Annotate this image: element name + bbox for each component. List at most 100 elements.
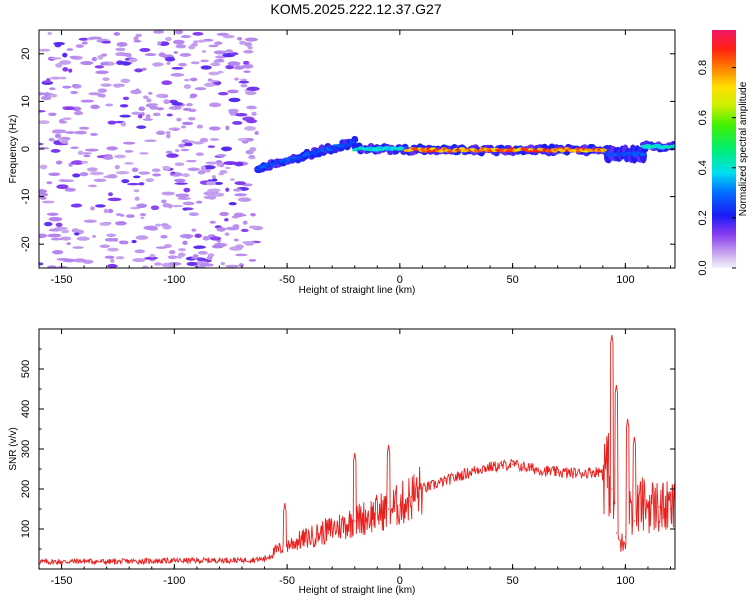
noise-blob: [133, 189, 140, 193]
noise-blob: [128, 58, 138, 63]
noise-blob: [179, 233, 194, 239]
noise-blob: [210, 62, 221, 67]
noise-blob: [95, 204, 106, 208]
noise-blob: [203, 191, 217, 196]
noise-blob: [113, 32, 121, 36]
noise-blob: [197, 39, 206, 43]
noise-blob: [119, 114, 131, 118]
noise-blob: [48, 172, 61, 177]
noise-blob: [165, 131, 171, 135]
noise-blob: [206, 255, 213, 261]
noise-blob: [242, 60, 250, 65]
noise-blob: [163, 165, 171, 171]
noise-blob: [225, 65, 234, 70]
noise-blob: [55, 63, 63, 68]
noise-blob: [207, 145, 216, 149]
noise-blob: [244, 37, 258, 42]
noise-blob: [39, 142, 44, 146]
noise-blob: [145, 178, 155, 183]
noise-blob: [248, 258, 257, 262]
noise-blob: [193, 245, 206, 249]
noise-blob: [156, 130, 166, 136]
noise-blob: [119, 104, 129, 108]
spectrogram-content: [39, 30, 675, 268]
noise-blob: [122, 141, 136, 145]
noise-blob: [244, 126, 257, 131]
noise-blob: [228, 97, 241, 103]
noise-blob: [74, 130, 87, 135]
noise-blob: [214, 58, 225, 63]
ridge-core: [655, 144, 662, 147]
noise-blob: [194, 233, 202, 239]
noise-blob: [174, 162, 185, 166]
y-tick-label: 300: [20, 440, 32, 458]
noise-blob: [188, 212, 200, 217]
noise-blob: [43, 221, 53, 227]
noise-blob: [107, 174, 118, 179]
noise-blob: [75, 44, 84, 48]
noise-blob: [182, 201, 195, 206]
noise-blob: [192, 141, 204, 145]
noise-blob: [70, 146, 79, 150]
noise-blob: [152, 112, 161, 117]
noise-blob: [186, 261, 198, 267]
snr-point: [331, 528, 333, 530]
noise-blob: [225, 187, 230, 192]
noise-blob: [239, 78, 248, 82]
colorbar-tick-label: 0.4: [697, 160, 709, 175]
spectrogram-segment: [39, 30, 264, 268]
noise-blob: [112, 237, 119, 242]
snr-point: [433, 484, 435, 486]
y-tick-label: 500: [20, 360, 32, 378]
snr-series-line: [39, 334, 675, 566]
noise-blob: [106, 146, 118, 151]
noise-blob: [232, 120, 243, 125]
noise-blob: [233, 77, 240, 81]
noise-blob: [194, 87, 207, 91]
noise-blob: [202, 236, 211, 241]
noise-blob: [134, 249, 145, 254]
noise-blob: [230, 52, 239, 56]
snr-point: [376, 512, 378, 514]
noise-blob: [232, 188, 243, 192]
snr-point: [489, 466, 491, 468]
noise-blob: [166, 153, 179, 158]
noise-blob: [213, 50, 226, 55]
snr-point: [534, 468, 536, 470]
noise-blob: [190, 43, 199, 47]
noise-blob: [143, 225, 158, 231]
noise-blob: [174, 178, 186, 183]
noise-blob: [145, 256, 158, 260]
noise-blob: [46, 181, 53, 185]
noise-blob: [219, 211, 229, 217]
noise-blob: [46, 78, 51, 83]
snr-point: [568, 472, 570, 474]
noise-blob: [233, 212, 245, 218]
noise-blob: [139, 213, 147, 217]
noise-blob: [196, 200, 203, 204]
snr-ylabel: SNR (v/v): [8, 427, 19, 470]
snr-point: [421, 488, 424, 490]
noise-blob: [209, 102, 221, 108]
noise-blob: [94, 65, 104, 69]
noise-blob: [156, 107, 165, 111]
noise-blob: [196, 124, 203, 129]
noise-blob: [73, 110, 84, 116]
noise-blob: [104, 255, 115, 259]
noise-blob: [99, 222, 111, 226]
noise-blob: [217, 91, 229, 96]
noise-blob: [64, 187, 76, 192]
noise-blob: [39, 109, 46, 113]
noise-blob: [83, 154, 91, 158]
noise-blob: [59, 60, 72, 65]
x-tick-label: -50: [279, 575, 295, 587]
noise-blob: [168, 265, 176, 268]
noise-blob: [224, 166, 231, 170]
noise-blob: [115, 170, 130, 175]
y-tick-label: 0: [20, 146, 32, 152]
noise-blob: [243, 50, 254, 54]
noise-blob: [142, 95, 149, 100]
noise-blob: [246, 86, 260, 92]
noise-blob: [138, 106, 146, 112]
